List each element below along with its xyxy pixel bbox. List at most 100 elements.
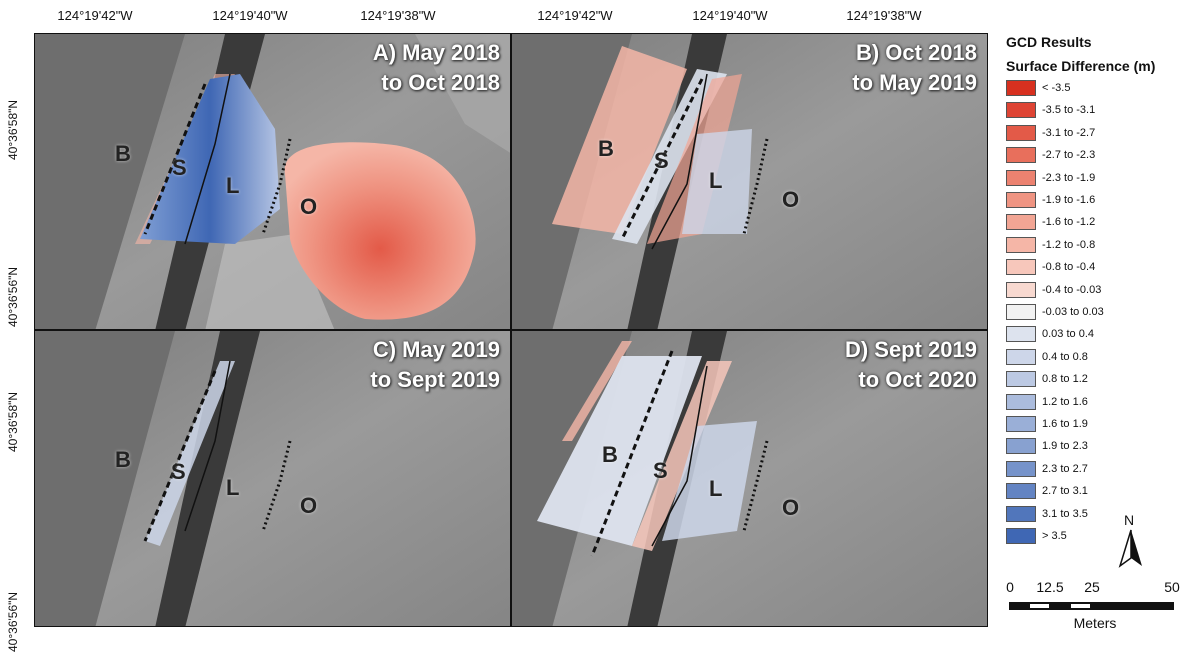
map-panel-b: B) Oct 2018 to May 2019 B S L O: [511, 33, 988, 330]
legend-swatch: [1006, 124, 1036, 141]
latitude-tick-label: 40°36'58"N: [6, 391, 20, 452]
map-panel-c: C) May 2019 to Sept 2019 B S L O: [34, 330, 511, 627]
zone-label-spit: S: [172, 155, 187, 180]
latitude-tick-label: 40°36'56"N: [6, 266, 20, 327]
legend-item: 1.9 to 2.3: [1006, 437, 1088, 455]
legend-subtitle: Surface Difference (m): [1006, 58, 1156, 74]
north-arrow-label: N: [1124, 512, 1135, 528]
legend-swatch: [1006, 214, 1036, 231]
legend-label: -2.7 to -2.3: [1042, 149, 1096, 162]
longitude-tick-label: 124°19'38"W: [360, 8, 436, 23]
legend-item: 3.1 to 3.5: [1006, 505, 1088, 523]
panel-title: D) Sept 2019 to Oct 2020: [844, 337, 977, 392]
legend-swatch: [1006, 281, 1036, 298]
zone-label-spit: S: [654, 148, 669, 173]
aerial-imagery: [512, 331, 987, 626]
panel-title: B) Oct 2018 to May 2019: [852, 40, 977, 95]
legend-label: -0.8 to -0.4: [1042, 261, 1096, 274]
zone-label-spit: S: [653, 458, 668, 483]
longitude-tick-label: 124°19'38"W: [846, 8, 922, 23]
map-panel-d: D) Sept 2019 to Oct 2020 B S L O: [511, 330, 988, 627]
zone-label-lagoon: L: [709, 476, 723, 501]
longitude-tick-label: 124°19'40"W: [692, 8, 768, 23]
scale-bar-tick: 50: [1164, 579, 1180, 595]
legend-label: -3.5 to -3.1: [1042, 104, 1096, 117]
legend-swatch: [1006, 371, 1036, 388]
legend-item: 0.4 to 0.8: [1006, 348, 1088, 366]
legend-item: 1.6 to 1.9: [1006, 415, 1088, 433]
map-panel-a: A) May 2018 to Oct 2018 B S L O: [34, 33, 511, 330]
legend-item: -0.03 to 0.03: [1006, 303, 1104, 321]
zone-label-lagoon: L: [226, 173, 240, 198]
legend-label: 0.8 to 1.2: [1042, 373, 1088, 386]
panel-title: A) May 2018 to Oct 2018: [372, 40, 500, 95]
legend-label: > 3.5: [1042, 530, 1067, 542]
legend-swatch: [1006, 483, 1036, 500]
latitude-tick-label: 40°36'58"N: [6, 99, 20, 160]
legend-swatch: [1006, 528, 1036, 544]
legend-item: -3.5 to -3.1: [1006, 101, 1095, 119]
scale-bar-tick: 0: [1006, 579, 1014, 595]
legend-item: 2.7 to 3.1: [1006, 482, 1088, 500]
legend-item: < -3.5: [1006, 79, 1070, 97]
legend-swatch: [1006, 192, 1036, 208]
legend-item: 1.2 to 1.6: [1006, 393, 1088, 411]
legend-label: 0.03 to 0.4: [1042, 328, 1094, 341]
legend-swatch: [1006, 460, 1036, 477]
aerial-imagery: [35, 34, 510, 329]
zone-label-overwash: O: [300, 493, 318, 518]
legend-swatch: [1006, 169, 1036, 186]
legend-label: -0.4 to -0.03: [1042, 283, 1102, 296]
legend-swatch: [1006, 393, 1036, 410]
legend-swatch: [1006, 348, 1036, 365]
shoreline: [184, 73, 231, 245]
legend-swatch: [1006, 259, 1036, 276]
longitude-tick-label: 124°19'42"W: [537, 8, 613, 23]
aerial-imagery: [512, 34, 987, 329]
zone-label-lagoon: L: [226, 475, 240, 500]
zone-label-beach: B: [115, 447, 131, 472]
legend-label: 3.1 to 3.5: [1042, 507, 1088, 520]
panel-title: C) May 2019 to Sept 2019: [370, 337, 500, 392]
legend-label: -1.6 to -1.2: [1042, 216, 1096, 229]
legend-label: 0.4 to 0.8: [1042, 350, 1088, 363]
legend-swatch: [1006, 80, 1036, 96]
scale-bar-tick: 25: [1084, 579, 1100, 595]
zone-label-lagoon: L: [709, 168, 723, 193]
zone-label-beach: B: [602, 442, 618, 467]
legend-label: 1.6 to 1.9: [1042, 418, 1088, 430]
legend-item: -0.8 to -0.4: [1006, 258, 1095, 276]
legend-item: -1.9 to -1.6: [1006, 191, 1095, 209]
legend-item: 2.3 to 2.7: [1006, 460, 1088, 478]
zone-label-overwash: O: [782, 187, 800, 212]
erosion-area: [284, 142, 476, 320]
legend-item: -2.7 to -2.3: [1006, 146, 1095, 164]
legend-item: -0.4 to -0.03: [1006, 281, 1101, 299]
lagoon-boundary: [261, 138, 292, 235]
legend-label: < -3.5: [1042, 82, 1071, 94]
zone-label-spit: S: [171, 459, 186, 484]
legend-swatch: [1006, 236, 1036, 253]
legend-label: 2.3 to 2.7: [1042, 462, 1088, 475]
legend-swatch: [1006, 326, 1036, 343]
legend-item: 0.8 to 1.2: [1006, 370, 1088, 388]
longitude-tick-label: 124°19'40"W: [212, 8, 288, 23]
legend-item: 0.03 to 0.4: [1006, 325, 1094, 343]
aerial-imagery: [35, 331, 510, 626]
legend-item: -1.6 to -1.2: [1006, 213, 1095, 231]
zone-label-beach: B: [115, 141, 131, 166]
legend-item: -3.1 to -2.7: [1006, 124, 1095, 142]
scale-bar-unit: Meters: [1073, 615, 1117, 631]
scale-bar: [1009, 602, 1174, 610]
legend-item: -1.2 to -0.8: [1006, 236, 1095, 254]
legend-swatch: [1006, 505, 1036, 522]
zone-label-overwash: O: [782, 495, 800, 520]
zone-label-overwash: O: [300, 194, 318, 219]
legend-label: -3.1 to -2.7: [1042, 126, 1096, 139]
longitude-tick-label: 124°19'42"W: [57, 8, 133, 23]
legend-label: -0.03 to 0.03: [1042, 306, 1104, 318]
legend-label: 2.7 to 3.1: [1042, 485, 1088, 498]
legend-title: GCD Results: [1006, 34, 1092, 50]
legend-swatch: [1006, 147, 1036, 164]
legend-label: -1.2 to -0.8: [1042, 238, 1096, 251]
